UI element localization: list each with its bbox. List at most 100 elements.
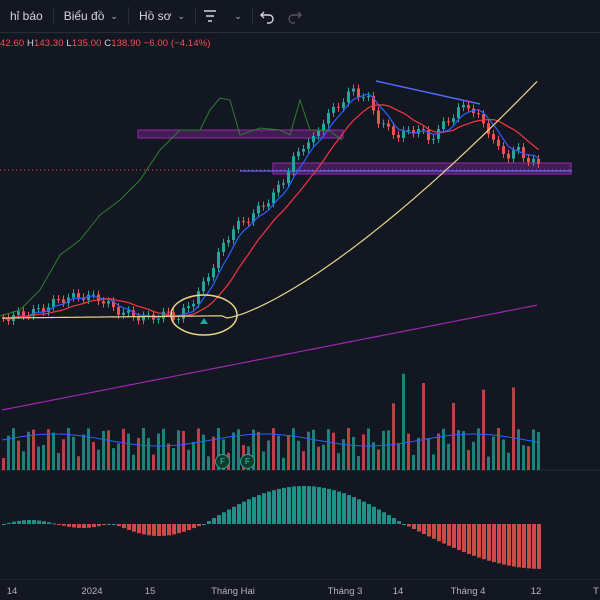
macd-histogram-bar [367, 504, 371, 524]
macd-histogram-bar [327, 488, 331, 524]
undo-icon[interactable] [253, 0, 281, 32]
macd-histogram-bar [277, 488, 281, 524]
macd-histogram-bar [252, 497, 256, 524]
volume-bar [2, 458, 5, 470]
volume-bar [457, 430, 460, 470]
volume-bar [502, 439, 505, 470]
candle-body [447, 121, 450, 123]
price-chart-canvas[interactable] [0, 32, 600, 580]
volume-bar [127, 433, 130, 470]
macd-histogram-bar [447, 524, 451, 546]
chevron-down-icon: ⌄ [177, 10, 186, 21]
volume-bar [57, 453, 60, 470]
candle-body [132, 310, 135, 317]
macd-histogram-bar [172, 524, 176, 535]
macd-histogram-bar [437, 524, 441, 542]
time-axis-label: 15 [144, 586, 156, 597]
macd-histogram-bar [537, 524, 541, 569]
volume-bar [87, 428, 90, 470]
candle-body [377, 110, 380, 124]
redo-icon[interactable] [281, 0, 309, 32]
candle-body [327, 112, 330, 124]
filter-icon[interactable] [196, 0, 224, 32]
candle-body [362, 97, 365, 99]
candle-body [157, 318, 160, 320]
macd-histogram-bar [267, 491, 271, 524]
candle-body [497, 139, 500, 147]
alerts-button[interactable]: hỉ báo [0, 0, 53, 32]
candle-body [507, 153, 510, 159]
macd-histogram-bar [387, 515, 391, 524]
candle-body [387, 123, 390, 127]
profile-menu-button[interactable]: Hồ sơ ⌄ [129, 0, 195, 32]
candle-body [527, 158, 530, 163]
macd-histogram-bar [417, 524, 421, 532]
macd-histogram-bar [187, 524, 191, 530]
volume-bar [392, 403, 395, 470]
volume-bar [77, 456, 80, 470]
candle-body [397, 134, 400, 138]
candle-body [107, 301, 110, 304]
macd-histogram-bar [522, 524, 526, 568]
volume-bar [97, 449, 100, 470]
candle-body [282, 183, 285, 185]
volume-bar [167, 443, 170, 470]
macd-histogram-bar [127, 524, 131, 530]
candle-body [427, 130, 430, 140]
volume-bar [312, 429, 315, 470]
macd-histogram-bar [527, 524, 531, 569]
candle-body [222, 242, 225, 253]
candle-body [142, 315, 145, 321]
volume-bar [202, 434, 205, 470]
macd-histogram-bar [362, 501, 366, 524]
macd-histogram-bar [502, 524, 506, 565]
candle-body [242, 221, 245, 223]
macd-histogram-bar [382, 512, 386, 524]
candle-body [162, 311, 165, 319]
volume-bar [402, 373, 405, 470]
volume-bar [282, 457, 285, 470]
candle-body [442, 121, 445, 130]
macd-histogram-bar [507, 524, 511, 566]
financial-event-badge[interactable]: F [215, 454, 230, 469]
buy-arrow-marker [200, 318, 208, 324]
time-axis-label: Tháng 3 [327, 586, 363, 597]
volume-bar [37, 446, 40, 470]
macd-histogram-bar [432, 524, 436, 539]
volume-bar [177, 430, 180, 470]
candle-body [32, 308, 35, 317]
candle-body [372, 96, 375, 111]
candle-body [457, 107, 460, 119]
candle-body [62, 299, 65, 303]
ma-mid-line [3, 104, 539, 321]
macd-histogram-bar [47, 522, 51, 524]
chart-menu-button[interactable]: Biểu đồ ⌄ [54, 0, 128, 32]
macd-histogram-bar [512, 524, 516, 567]
volume-bar [377, 449, 380, 470]
candle-body [502, 146, 505, 154]
volume-bar [82, 434, 85, 470]
macd-histogram-bar [272, 490, 276, 524]
volume-bar [122, 428, 125, 470]
volume-bar [252, 429, 255, 470]
ohlc-high-label: H [27, 38, 34, 49]
volume-bar [257, 431, 260, 470]
volume-bar [72, 436, 75, 470]
macd-histogram-bar [427, 524, 431, 537]
filter-chevron-icon[interactable]: ⌄ [234, 10, 242, 21]
candle-body [337, 106, 340, 108]
macd-histogram-bar [212, 518, 216, 524]
candle-body [307, 142, 310, 149]
macd-histogram-bar [392, 518, 396, 524]
macd-histogram-bar [407, 524, 411, 527]
candle-body [532, 158, 535, 163]
macd-histogram-bar [467, 524, 471, 554]
volume-bar [532, 429, 535, 470]
macd-histogram-bar [207, 521, 211, 524]
financial-event-badge[interactable]: F [240, 454, 255, 469]
ohlc-change-value: −6.00 (−4.14%) [143, 38, 211, 49]
support-zone-box [272, 162, 572, 175]
macd-histogram-bar [297, 486, 301, 524]
macd-histogram-bar [12, 521, 16, 524]
macd-histogram-bar [62, 524, 66, 526]
